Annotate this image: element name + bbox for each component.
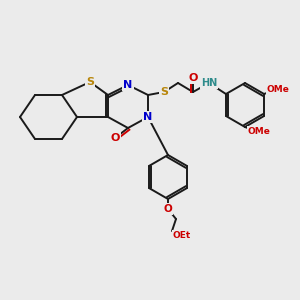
Text: HN: HN bbox=[201, 78, 217, 88]
Text: N: N bbox=[123, 80, 133, 90]
Text: O: O bbox=[110, 133, 120, 143]
Text: O: O bbox=[164, 204, 172, 214]
Text: S: S bbox=[86, 77, 94, 87]
Text: OEt: OEt bbox=[173, 230, 191, 239]
Text: S: S bbox=[160, 87, 168, 97]
Text: OMe: OMe bbox=[267, 85, 290, 94]
Text: N: N bbox=[143, 112, 153, 122]
Text: OMe: OMe bbox=[248, 127, 270, 136]
Text: O: O bbox=[188, 73, 198, 83]
